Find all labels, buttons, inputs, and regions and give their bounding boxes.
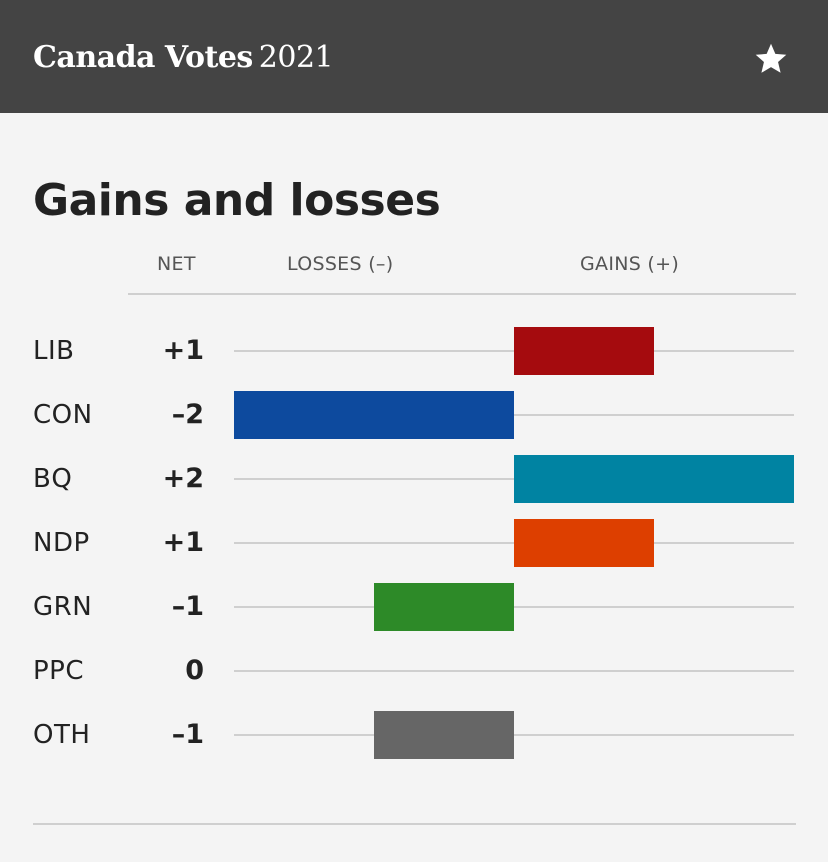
brand-logo[interactable]: Canada Votes 2021: [33, 40, 334, 76]
party-label-ppc: PPC: [33, 656, 85, 686]
losses-column-header: LOSSES (–): [287, 253, 394, 275]
party-label-bq: BQ: [33, 464, 73, 494]
net-value-ppc: 0: [185, 655, 204, 686]
net-value-bq: +2: [162, 463, 204, 494]
app-header: Canada Votes 2021: [0, 0, 828, 113]
bar-bq[interactable]: [514, 455, 794, 503]
net-value-con: –2: [171, 399, 204, 430]
gains-column-header: GAINS (+): [580, 253, 680, 275]
bar-oth[interactable]: [374, 711, 514, 759]
bar-grn[interactable]: [374, 583, 514, 631]
party-label-ndp: NDP: [33, 528, 90, 558]
net-value-ndp: +1: [162, 527, 204, 558]
party-label-lib: LIB: [33, 336, 75, 366]
net-value-lib: +1: [162, 335, 204, 366]
net-column-header: NET: [157, 253, 196, 275]
chart-title: Gains and losses: [33, 175, 441, 226]
brand-name: Canada Votes: [33, 40, 253, 75]
header-divider: [128, 293, 796, 295]
brand-year: 2021: [258, 40, 334, 75]
star-icon[interactable]: [753, 41, 789, 77]
party-label-con: CON: [33, 400, 93, 430]
bar-lib[interactable]: [514, 327, 654, 375]
bar-con[interactable]: [234, 391, 514, 439]
net-value-oth: –1: [171, 719, 204, 750]
bottom-divider: [33, 823, 796, 825]
net-value-grn: –1: [171, 591, 204, 622]
party-label-grn: GRN: [33, 592, 93, 622]
party-label-oth: OTH: [33, 720, 91, 750]
bar-ndp[interactable]: [514, 519, 654, 567]
